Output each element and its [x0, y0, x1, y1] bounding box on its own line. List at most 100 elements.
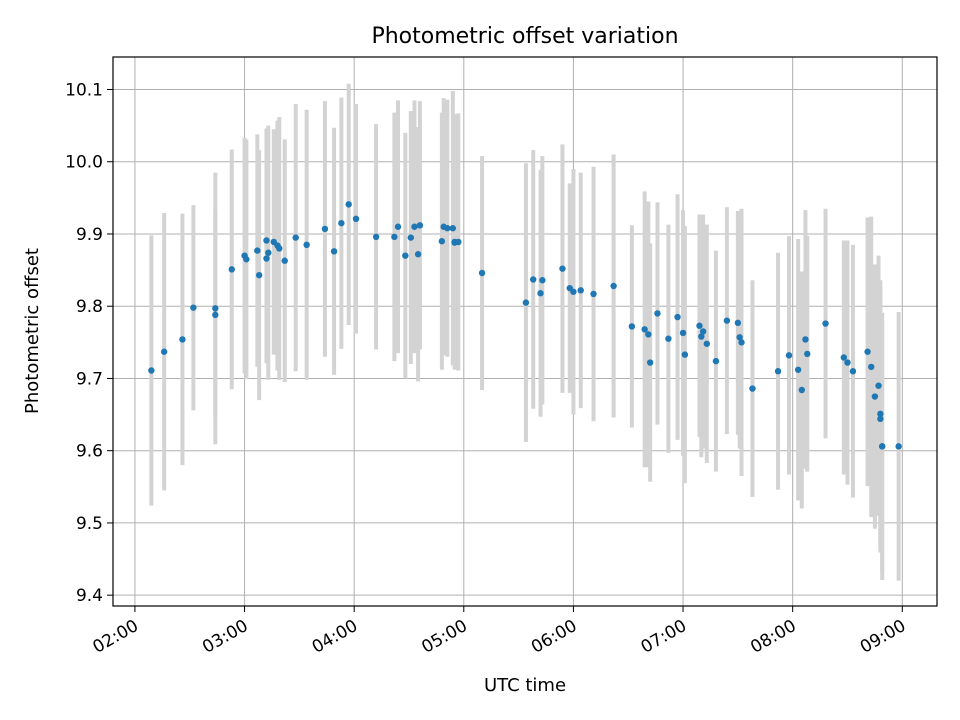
- y-tick-label: 9.4: [76, 586, 103, 606]
- x-tick-label: 06:00: [528, 616, 580, 658]
- data-point: [303, 241, 310, 249]
- data-point: [736, 334, 743, 341]
- data-point: [148, 367, 155, 374]
- data-point: [679, 329, 687, 337]
- plot-area-frame: [112, 56, 938, 607]
- data-point: [696, 322, 703, 329]
- x-axis-label: UTC time: [484, 675, 566, 696]
- data-point: [698, 333, 705, 340]
- data-point: [444, 225, 451, 232]
- data-point: [849, 368, 857, 375]
- data-point: [212, 305, 219, 312]
- data-point: [785, 352, 793, 359]
- data-point: [734, 319, 742, 327]
- data-point: [774, 368, 782, 375]
- data-point: [265, 249, 272, 256]
- data-point: [263, 255, 270, 262]
- data-point: [243, 256, 250, 263]
- data-point: [699, 328, 707, 335]
- data-point: [794, 366, 802, 373]
- data-point: [330, 248, 338, 255]
- data-point: [212, 311, 219, 319]
- data-point: [438, 238, 446, 245]
- y-tick-label: 9.8: [76, 297, 103, 317]
- data-point: [665, 335, 672, 342]
- data-point: [530, 276, 537, 283]
- data-point: [822, 320, 829, 327]
- y-axis-label: Photometric offset: [22, 248, 43, 414]
- x-tick-label: 05:00: [418, 616, 470, 658]
- data-point: [864, 348, 871, 355]
- data-point: [749, 385, 756, 392]
- data-point: [263, 237, 270, 244]
- x-tick-label: 09:00: [857, 616, 909, 658]
- y-tick-label: 9.9: [76, 225, 103, 245]
- data-point: [875, 382, 882, 389]
- data-point: [590, 290, 597, 298]
- data-point: [559, 265, 566, 272]
- data-point: [610, 282, 617, 290]
- data-point: [871, 393, 879, 400]
- data-point: [160, 348, 168, 355]
- data-point: [646, 359, 654, 366]
- data-point: [703, 340, 710, 347]
- data-point: [416, 222, 424, 229]
- data-point: [738, 339, 745, 346]
- data-point: [276, 245, 283, 252]
- data-point: [877, 415, 884, 423]
- data-point: [798, 386, 805, 394]
- y-tick-label: 9.7: [76, 369, 103, 389]
- x-tick-label: 03:00: [199, 616, 251, 658]
- data-point: [645, 331, 652, 338]
- data-point: [449, 225, 457, 232]
- data-point: [895, 443, 902, 450]
- data-point: [681, 351, 689, 358]
- data-point: [455, 238, 462, 246]
- data-point: [391, 233, 398, 241]
- data-point: [804, 350, 811, 358]
- data-point: [723, 317, 731, 324]
- data-point: [868, 363, 875, 371]
- data-point: [712, 357, 720, 365]
- data-point: [411, 223, 418, 230]
- data-point: [878, 443, 886, 450]
- data-points: [148, 201, 902, 450]
- data-point: [179, 336, 186, 343]
- y-tick-label: 9.6: [76, 442, 103, 462]
- data-point: [522, 299, 530, 306]
- data-point: [372, 233, 380, 241]
- data-point: [877, 410, 884, 418]
- data-point: [190, 304, 197, 311]
- data-point: [338, 219, 345, 227]
- errorbars: [149, 83, 901, 581]
- data-point: [407, 234, 415, 241]
- x-tick-label: 02:00: [90, 616, 142, 658]
- data-point: [281, 257, 288, 264]
- data-point: [674, 313, 681, 321]
- data-point: [352, 215, 360, 223]
- data-point: [254, 247, 261, 254]
- data-point: [641, 326, 648, 333]
- x-tick-label: 07:00: [638, 616, 690, 658]
- data-point: [402, 252, 409, 259]
- data-point: [478, 269, 486, 277]
- y-tick-label: 10.0: [65, 153, 103, 173]
- x-tick-label: 08:00: [747, 616, 799, 658]
- data-point: [228, 266, 235, 273]
- data-point: [577, 287, 584, 294]
- data-point: [840, 354, 848, 361]
- data-point: [654, 310, 661, 317]
- data-point: [570, 288, 577, 295]
- data-point: [345, 201, 352, 208]
- data-point: [844, 359, 851, 366]
- x-tick-label: 04:00: [309, 616, 361, 658]
- y-tick-label: 9.5: [76, 514, 103, 534]
- data-point: [539, 277, 546, 284]
- data-point: [414, 251, 422, 258]
- data-point: [292, 234, 299, 241]
- data-point: [255, 271, 263, 279]
- data-point: [321, 225, 329, 233]
- data-point: [802, 336, 809, 343]
- data-point: [394, 223, 402, 230]
